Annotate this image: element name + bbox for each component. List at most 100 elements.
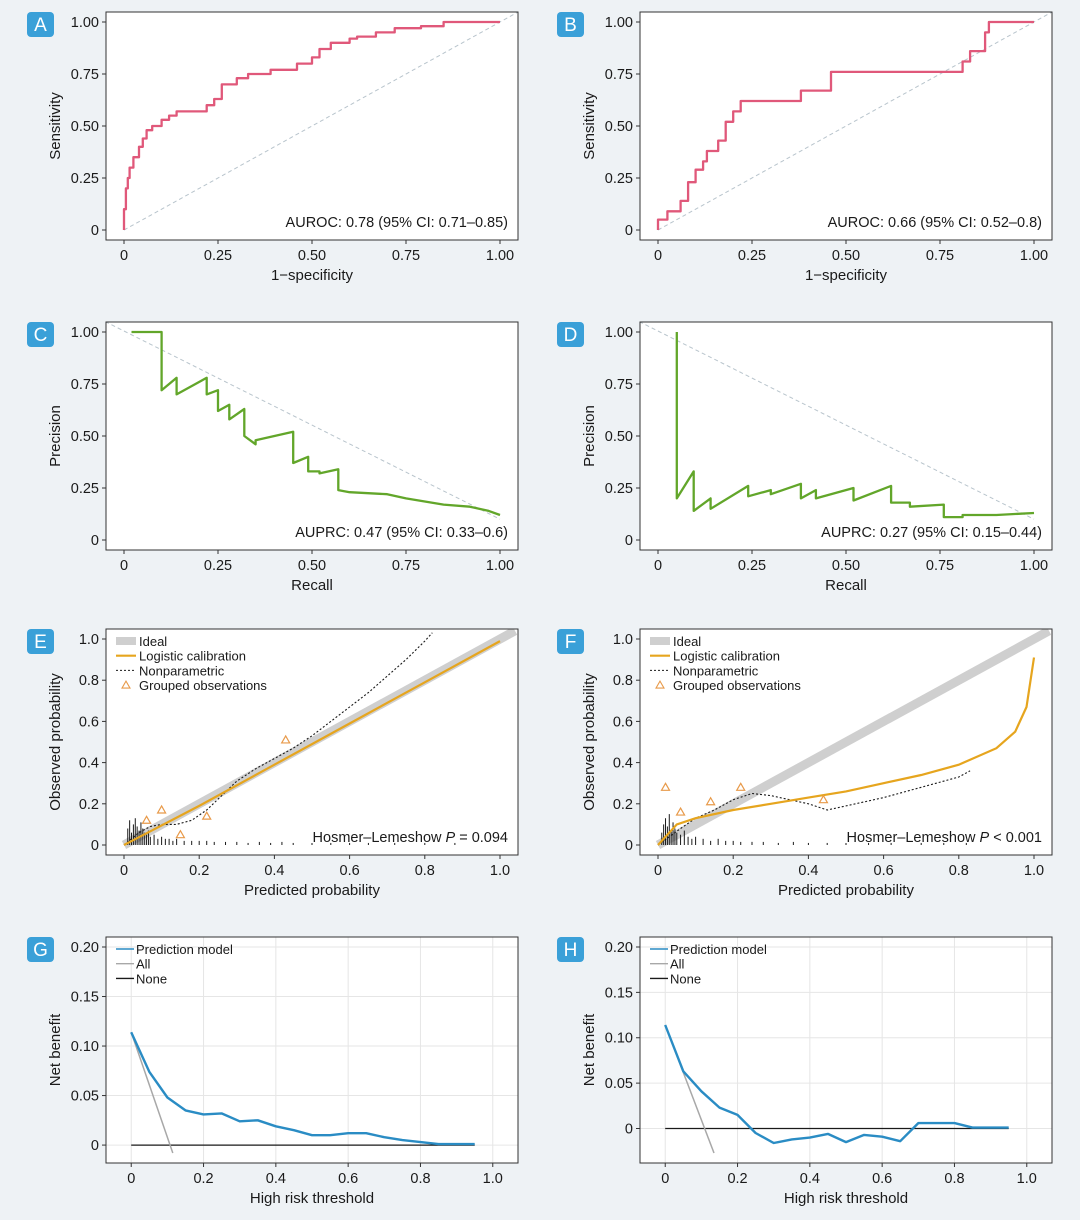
badge-box bbox=[557, 12, 584, 37]
legend-label: Prediction model bbox=[136, 942, 233, 957]
legend-item: None bbox=[650, 971, 701, 986]
panel-e: 0 0.2 0.4 0.6 0.8 1.0 0 0.2 0.4 0.6 0.8 1.0 Predicte… bbox=[27, 628, 519, 899]
x-tick-label: 1.00 bbox=[486, 248, 514, 264]
x-tick-label: 0.75 bbox=[392, 248, 420, 264]
x-axis-label: Recall bbox=[291, 577, 333, 594]
legend-item: Ideal bbox=[116, 634, 167, 649]
data-layer bbox=[656, 12, 1052, 231]
data-layer bbox=[655, 629, 1052, 849]
y-tick-label: 0.75 bbox=[605, 67, 633, 83]
x-tick-label: 0.4 bbox=[800, 1171, 820, 1187]
y-tick-label: 0.25 bbox=[605, 481, 633, 497]
legend-label: Grouped observations bbox=[139, 678, 267, 693]
x-tick-label: 0 bbox=[654, 863, 662, 879]
x-axis-label: 1−specificity bbox=[271, 267, 354, 284]
y-axis-label: Precision bbox=[47, 405, 64, 467]
panel-badge-f: F bbox=[557, 629, 584, 654]
badge-letter: B bbox=[564, 15, 577, 36]
data-layer bbox=[122, 12, 518, 231]
x-tick-label: 0.50 bbox=[832, 558, 860, 574]
series-line bbox=[131, 330, 501, 517]
panel-f: 0 0.2 0.4 0.6 0.8 1.0 0 0.2 0.4 0.6 0.8 1.0 Predicte… bbox=[557, 628, 1053, 899]
y-tick-label: 0.50 bbox=[71, 119, 99, 135]
observation-point bbox=[141, 815, 152, 824]
prediction-model-line bbox=[130, 1031, 475, 1146]
badge-letter: D bbox=[564, 325, 578, 346]
legend-item: Nonparametric bbox=[116, 663, 225, 678]
legend-label: Nonparametric bbox=[673, 663, 759, 678]
nonparametric-line bbox=[657, 770, 971, 846]
x-tick-label: 0.50 bbox=[832, 248, 860, 264]
panel-badge-a: A bbox=[27, 12, 54, 37]
plot-area bbox=[640, 937, 1052, 1163]
x-tick-label: 0.2 bbox=[189, 863, 209, 879]
badge-letter: E bbox=[34, 632, 47, 653]
observation-point bbox=[201, 810, 212, 820]
y-axis-label: Precision bbox=[581, 405, 598, 467]
legend-item: Grouped observations bbox=[655, 678, 801, 693]
legend-label: All bbox=[136, 957, 151, 972]
data-layer bbox=[106, 322, 501, 520]
data-layer bbox=[640, 322, 1035, 520]
y-axis-label: Sensitivity bbox=[581, 92, 598, 160]
annotation: AUPRC: 0.27 (95% CI: 0.15–0.44) bbox=[821, 525, 1042, 541]
y-tick-label: 0.25 bbox=[71, 171, 99, 187]
y-tick-label: 0.75 bbox=[71, 377, 99, 393]
legend-item: Prediction model bbox=[650, 942, 767, 957]
x-axis-label: Predicted probability bbox=[778, 882, 914, 899]
y-tick-label: 0.6 bbox=[79, 714, 99, 730]
observation-point bbox=[818, 794, 829, 804]
y-tick-label: 1.00 bbox=[605, 15, 633, 31]
x-axis-label: Recall bbox=[825, 577, 867, 594]
legend-label: None bbox=[136, 971, 167, 986]
y-tick-label: 0.75 bbox=[71, 67, 99, 83]
x-tick-label: 0.25 bbox=[738, 558, 766, 574]
y-tick-label: 1.0 bbox=[79, 632, 99, 648]
y-tick-label: 0.2 bbox=[79, 797, 99, 813]
badge-box bbox=[557, 937, 584, 962]
badge-box bbox=[557, 322, 584, 347]
y-tick-label: 0 bbox=[91, 533, 99, 549]
x-tick-label: 1.0 bbox=[483, 1171, 503, 1187]
plot-area bbox=[106, 322, 518, 550]
legend-label: Ideal bbox=[673, 634, 701, 649]
reference-diagonal bbox=[106, 322, 501, 520]
x-tick-label: 1.00 bbox=[1020, 248, 1048, 264]
y-tick-label: 0.25 bbox=[71, 481, 99, 497]
badge-box bbox=[27, 322, 54, 347]
legend-label: Grouped observations bbox=[673, 678, 801, 693]
x-tick-label: 0.50 bbox=[298, 248, 326, 264]
x-tick-label: 1.00 bbox=[486, 558, 514, 574]
x-tick-label: 0.25 bbox=[204, 558, 232, 574]
annotation: Hosmer–Lemeshow P = 0.094 bbox=[313, 830, 508, 846]
y-tick-label: 0.20 bbox=[605, 940, 633, 956]
x-axis-label: High risk threshold bbox=[784, 1190, 908, 1207]
y-tick-label: 0.10 bbox=[71, 1039, 99, 1055]
legend-item: Logistic calibration bbox=[116, 649, 246, 664]
y-tick-label: 0.20 bbox=[71, 940, 99, 956]
badge-box bbox=[27, 629, 54, 654]
y-tick-label: 0.05 bbox=[605, 1076, 633, 1092]
x-tick-label: 1.0 bbox=[1024, 863, 1044, 879]
x-tick-label: 0.50 bbox=[298, 558, 326, 574]
y-tick-label: 0.15 bbox=[605, 985, 633, 1001]
y-tick-label: 0.10 bbox=[605, 1031, 633, 1047]
x-tick-label: 0.8 bbox=[949, 863, 969, 879]
panel-badge-b: B bbox=[557, 12, 584, 37]
series-line bbox=[675, 332, 1035, 519]
x-tick-label: 0 bbox=[120, 248, 128, 264]
x-tick-label: 0.25 bbox=[204, 248, 232, 264]
ideal-line bbox=[121, 629, 518, 849]
observation-point bbox=[156, 804, 167, 814]
y-tick-label: 0.50 bbox=[605, 429, 633, 445]
legend-item: Ideal bbox=[650, 634, 701, 649]
y-tick-label: 0.50 bbox=[71, 429, 99, 445]
reference-diagonal bbox=[640, 322, 1035, 520]
x-axis-label: High risk threshold bbox=[250, 1190, 374, 1207]
annotation: AUROC: 0.78 (95% CI: 0.71–0.85) bbox=[286, 215, 508, 231]
x-tick-label: 0 bbox=[120, 863, 128, 879]
x-tick-label: 0.75 bbox=[926, 248, 954, 264]
y-axis-label: Observed probability bbox=[47, 673, 64, 811]
